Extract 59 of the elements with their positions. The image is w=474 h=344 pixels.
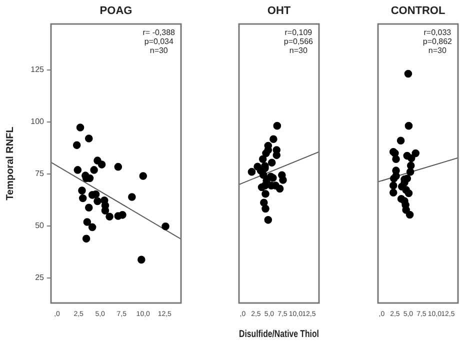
point: [138, 256, 146, 264]
chart-title: OHT: [267, 5, 291, 18]
point: [404, 70, 412, 78]
point: [84, 204, 93, 212]
point: [72, 141, 81, 150]
point: [406, 210, 414, 219]
point: [404, 189, 413, 198]
point: [78, 194, 87, 202]
point: [390, 174, 398, 182]
point: [268, 158, 276, 167]
point: [406, 168, 414, 176]
point: [74, 166, 82, 174]
annotation: r=0,033 p=0,862 n=30: [422, 28, 453, 56]
point: [98, 160, 106, 168]
point: [83, 218, 92, 226]
point: [88, 223, 96, 232]
point: [114, 162, 122, 171]
point: [162, 222, 170, 230]
point: [392, 155, 400, 164]
point: [262, 149, 270, 158]
point: [264, 216, 272, 224]
point: [412, 149, 420, 158]
point: [404, 122, 413, 130]
point: [407, 154, 416, 162]
point: [258, 183, 266, 192]
chart-title: CONTROL: [390, 5, 446, 18]
point: [90, 166, 98, 174]
point: [396, 136, 405, 144]
y-tick-label: 75: [35, 169, 45, 178]
y-tick-label: 25: [35, 273, 45, 282]
point: [279, 176, 287, 184]
point: [389, 188, 398, 197]
point: [262, 190, 270, 198]
point: [128, 193, 136, 201]
chart-title: POAG: [100, 5, 132, 18]
x-axis-title: Disulfide/Native Thiol: [239, 328, 319, 339]
point: [248, 168, 256, 176]
point: [106, 212, 114, 220]
point: [258, 155, 267, 164]
point: [389, 182, 398, 190]
y-tick-label: 125: [30, 65, 45, 74]
point: [262, 204, 270, 213]
annotation: r=0,109 p=0,566 n=30: [284, 28, 314, 56]
annotation: r= -0,388 p=0,034 n=30: [142, 28, 176, 56]
point: [139, 172, 148, 180]
point: [269, 174, 277, 182]
point: [273, 122, 282, 130]
point: [78, 186, 86, 194]
point: [84, 134, 93, 142]
point: [276, 184, 284, 193]
point: [118, 211, 126, 219]
y-axis-title: Temporal RNFL: [4, 126, 16, 200]
point: [270, 135, 278, 144]
y-tick-label: 100: [30, 117, 45, 126]
y-tick-label: 50: [35, 221, 45, 230]
point: [259, 171, 268, 179]
point: [94, 197, 102, 206]
point: [82, 234, 90, 243]
point: [76, 124, 84, 132]
